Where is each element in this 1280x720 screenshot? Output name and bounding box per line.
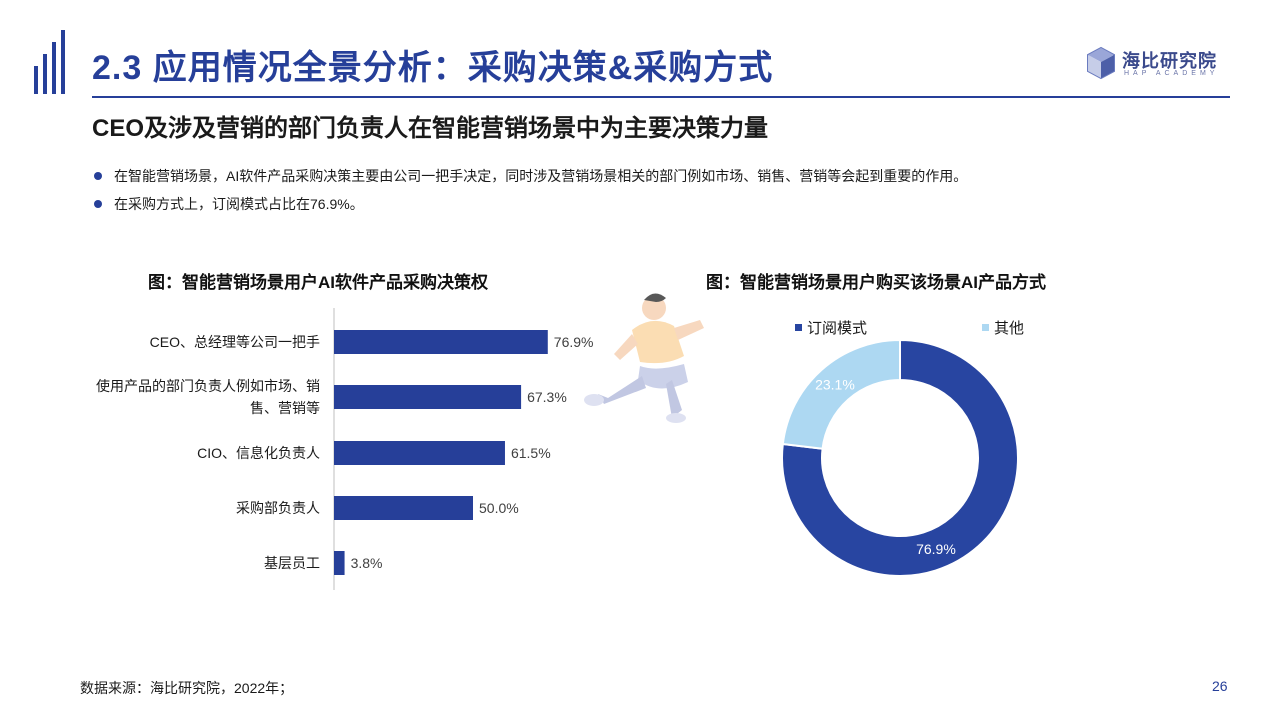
bullet-dot xyxy=(94,172,102,180)
page-title: 2.3 应用情况全景分析：采购决策&采购方式 xyxy=(92,49,774,87)
logo-subtitle: HAP ACADEMY xyxy=(1124,70,1219,77)
legend-label: 其他 xyxy=(994,320,1024,337)
bar xyxy=(334,441,505,465)
bar-value-label: 50.0% xyxy=(479,500,519,516)
header-decoration xyxy=(34,30,70,94)
donut-chart-title: 图：智能营销场景用户购买该场景AI产品方式 xyxy=(706,273,1046,292)
running-person-illustration xyxy=(584,293,704,423)
bar-category-label: CIO、信息化负责人 xyxy=(197,445,320,461)
bar-chart: 76.9% CEO、总经理等公司一把手 67.3% 使用产品的部门负责人例如市场、销售… xyxy=(96,308,594,590)
bar-value-label: 67.3% xyxy=(527,389,567,405)
bullet-item: 在智能营销场景，AI软件产品采购决策主要由公司一把手决定，同时涉及营销场景相关的… xyxy=(92,162,967,190)
bullet-item: 在采购方式上，订阅模式占比在76.9%。 xyxy=(92,190,967,218)
donut-value-label: 76.9% xyxy=(916,541,956,557)
data-source: 数据来源：海比研究院，2022年； xyxy=(80,680,294,696)
legend-swatch xyxy=(795,324,802,331)
bar-value-label: 76.9% xyxy=(554,334,594,350)
bar-value-label: 61.5% xyxy=(511,445,551,461)
logo: 海比研究院 HAP ACADEMY xyxy=(1086,44,1236,84)
bar-category-label: CEO、总经理等公司一把手 xyxy=(150,334,320,350)
bar-category-label: 售、营销等 xyxy=(250,400,320,416)
bar-category-label: 基层员工 xyxy=(264,555,320,571)
bar-category-label: 采购部负责人 xyxy=(236,500,320,516)
title-divider xyxy=(92,96,1230,98)
donut-slice xyxy=(781,338,1019,577)
legend-label: 订阅模式 xyxy=(807,320,867,337)
section-subtitle: CEO及涉及营销的部门负责人在智能营销场景中为主要决策力量 xyxy=(92,115,769,142)
bar xyxy=(334,551,345,575)
cube-logo-icon xyxy=(1087,46,1115,80)
bar-category-label: 使用产品的部门负责人例如市场、销 xyxy=(96,378,320,394)
donut-chart: 76.9% 23.1% 订阅模式 其他 xyxy=(781,320,1024,577)
donut-value-label: 23.1% xyxy=(815,377,855,393)
bar-chart-title: 图：智能营销场景用户AI软件产品采购决策权 xyxy=(148,273,488,292)
bullet-dot xyxy=(94,200,102,208)
bar-value-label: 3.8% xyxy=(351,555,383,571)
legend-swatch xyxy=(982,324,989,331)
page-number: 26 xyxy=(1212,678,1228,694)
donut-slice xyxy=(781,338,901,450)
bullet-list: 在智能营销场景，AI软件产品采购决策主要由公司一把手决定，同时涉及营销场景相关的… xyxy=(92,162,967,218)
bar xyxy=(334,496,473,520)
bar xyxy=(334,330,548,354)
logo-name: 海比研究院 xyxy=(1122,51,1217,71)
bar xyxy=(334,385,522,409)
